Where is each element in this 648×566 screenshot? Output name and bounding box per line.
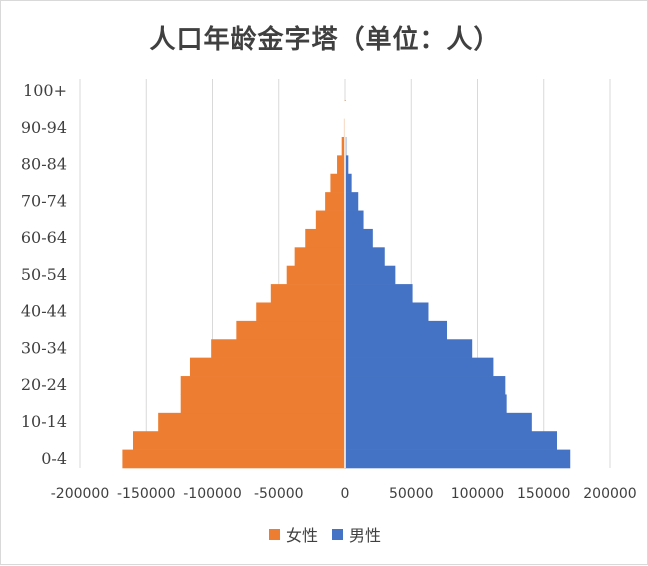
chart-title: 人口年龄金字塔（单位：人） — [149, 25, 501, 55]
y-tick-label: 40-44 — [21, 302, 67, 321]
female-bar-10-14[interactable] — [158, 412, 345, 432]
x-tick-label: -150000 — [117, 486, 176, 502]
x-tick-label: 0 — [341, 486, 350, 502]
male-bar-75-79[interactable] — [345, 173, 352, 193]
male-bar-25-29[interactable] — [345, 357, 494, 377]
x-tick-label: 50000 — [389, 486, 434, 502]
female-bar-40-44[interactable] — [256, 302, 345, 322]
y-tick-label: 20-24 — [21, 375, 67, 394]
x-tick-label: -50000 — [254, 486, 304, 502]
female-bar-45-49[interactable] — [270, 284, 345, 303]
x-tick-label: -200000 — [51, 486, 110, 502]
legend-item-male[interactable]: 男性 — [332, 522, 381, 546]
legend-item-female[interactable]: 女性 — [268, 522, 318, 546]
x-tick-label: -100000 — [183, 486, 242, 502]
female-bar-80-84[interactable] — [337, 155, 345, 175]
legend-swatch-male — [332, 528, 343, 540]
female-bar-55-59[interactable] — [294, 247, 345, 267]
male-bar-65-69[interactable] — [345, 210, 364, 230]
male-bar-10-14[interactable] — [345, 412, 532, 432]
female-bar-20-24[interactable] — [180, 376, 345, 395]
female-bar-15-19[interactable] — [180, 394, 345, 414]
male-bar-0-4[interactable] — [345, 449, 571, 469]
male-bar-70-74[interactable] — [345, 192, 359, 211]
male-bar-50-54[interactable] — [345, 265, 396, 285]
male-bar-35-39[interactable] — [345, 320, 448, 340]
male-bar-55-59[interactable] — [345, 247, 385, 267]
female-bar-5-9[interactable] — [133, 431, 345, 450]
x-tick-label: 200000 — [583, 486, 636, 502]
y-tick-label: 50-54 — [21, 265, 67, 284]
legend-label-female: 女性 — [285, 526, 318, 545]
female-bar-65-69[interactable] — [315, 210, 345, 230]
male-bar-60-64[interactable] — [345, 228, 373, 248]
x-tick-label: 150000 — [517, 486, 570, 502]
male-bar-30-34[interactable] — [345, 339, 473, 358]
y-tick-label: 10-14 — [21, 412, 67, 431]
female-bar-60-64[interactable] — [305, 228, 345, 248]
male-bar-5-9[interactable] — [345, 431, 557, 450]
y-tick-label: 0-4 — [41, 449, 67, 468]
female-bar-75-79[interactable] — [330, 173, 345, 193]
female-bar-70-74[interactable] — [325, 192, 345, 211]
male-bar-80-84[interactable] — [345, 155, 349, 175]
y-tick-label: 30-34 — [21, 338, 67, 357]
female-bar-0-4[interactable] — [122, 449, 346, 469]
male-bar-15-19[interactable] — [345, 394, 507, 414]
female-bar-85-89[interactable] — [341, 136, 345, 156]
chart-legend: 女性 男性 — [1, 522, 648, 546]
female-bar-35-39[interactable] — [236, 320, 345, 340]
female-bar-30-34[interactable] — [211, 339, 345, 358]
male-bar-45-49[interactable] — [345, 284, 413, 303]
male-bar-20-24[interactable] — [345, 376, 506, 395]
y-tick-label: 90-94 — [21, 118, 67, 137]
female-bar-50-54[interactable] — [286, 265, 345, 285]
legend-label-male: 男性 — [349, 526, 382, 545]
y-tick-label: 60-64 — [21, 228, 67, 247]
male-bar-40-44[interactable] — [345, 302, 429, 322]
y-tick-label: 100+ — [23, 81, 67, 100]
x-tick-label: 100000 — [451, 486, 504, 502]
legend-swatch-female — [268, 528, 280, 540]
y-tick-label: 80-84 — [21, 155, 67, 174]
female-bar-25-29[interactable] — [189, 357, 345, 377]
y-tick-label: 70-74 — [21, 191, 67, 210]
